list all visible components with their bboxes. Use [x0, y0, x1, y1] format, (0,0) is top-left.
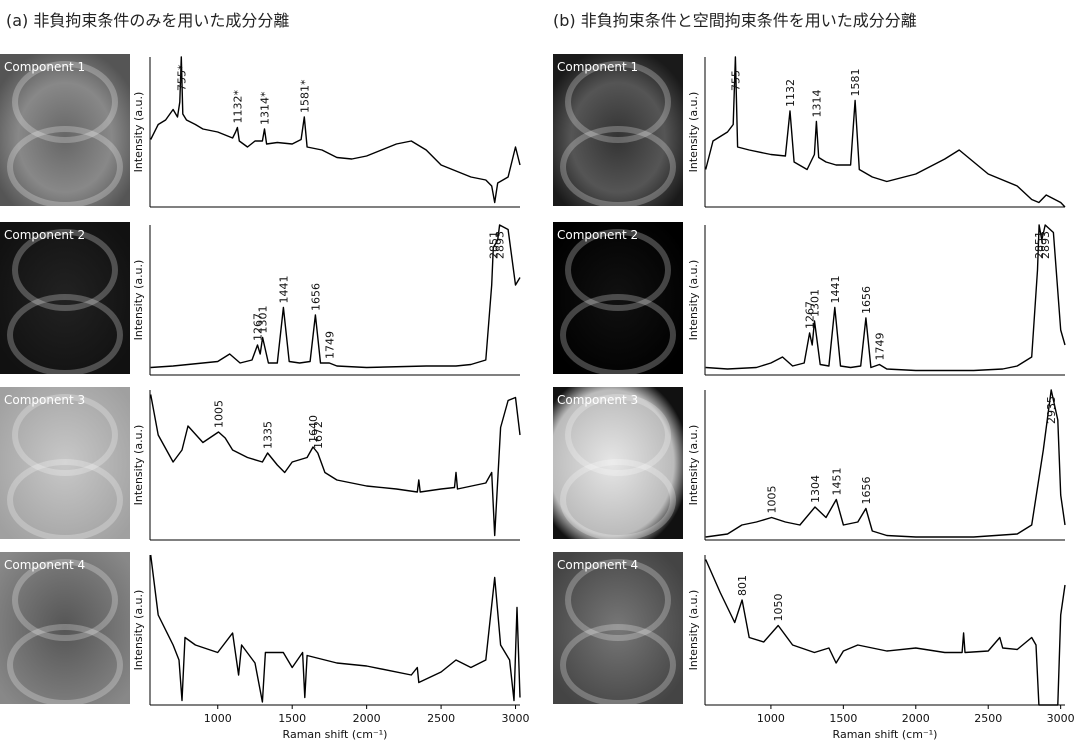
spectrum-line: [705, 56, 1066, 208]
cell-outline: [7, 624, 123, 706]
cell-outline: [7, 126, 123, 208]
spectrum-line: [150, 554, 521, 703]
cell-outline: [565, 394, 671, 476]
x-tick-label: 2500: [974, 712, 1002, 725]
panel-title: (a) 非負拘束条件のみを用いた成分分離: [6, 11, 289, 30]
component-image: [553, 54, 683, 206]
cell-outline: [565, 61, 671, 143]
y-axis-label: Intensity (a.u.): [132, 590, 145, 671]
peak-label: 1581*: [298, 79, 311, 113]
component-label: Component 1: [4, 60, 85, 74]
cell-outline: [12, 61, 118, 143]
peak-label: 1656: [860, 286, 873, 314]
peak-label: 1301: [257, 306, 270, 334]
spectrum-line: [705, 224, 1066, 372]
component-label: Component 3: [557, 393, 638, 407]
spectrum-line: [150, 394, 521, 537]
peak-label: 1314: [810, 90, 823, 118]
cell-outline: [12, 559, 118, 641]
spectrum-line: [150, 224, 521, 369]
component-image: [0, 222, 130, 374]
x-axis-label: Raman shift (cm⁻¹): [833, 728, 938, 741]
peak-label: 1005: [212, 400, 225, 428]
cell-outline: [560, 459, 676, 541]
y-axis-label: Intensity (a.u.): [132, 92, 145, 173]
cell-outline: [565, 559, 671, 641]
peak-label: 1656: [860, 477, 873, 505]
y-axis-label: Intensity (a.u.): [687, 590, 700, 671]
peak-label: 1451: [830, 468, 843, 496]
x-axis-label: Raman shift (cm⁻¹): [283, 728, 388, 741]
x-tick-label: 1000: [757, 712, 785, 725]
component-label: Component 4: [557, 558, 638, 572]
x-tick-label: 2000: [902, 712, 930, 725]
cell-outline: [7, 294, 123, 376]
component-image: [0, 552, 130, 704]
peak-label: 2851: [487, 231, 500, 259]
peak-label: 1132: [784, 79, 797, 107]
y-axis-label: Intensity (a.u.): [687, 425, 700, 506]
cell-outline: [565, 229, 671, 311]
y-axis-label: Intensity (a.u.): [687, 260, 700, 341]
spectrum-line: [150, 56, 521, 204]
peak-label: 1335: [262, 421, 275, 449]
x-tick-label: 3000: [1047, 712, 1075, 725]
peak-label: 1749: [873, 333, 886, 361]
peak-label: 1581: [849, 69, 862, 97]
peak-label: 1304: [809, 475, 822, 503]
component-image: [0, 387, 130, 539]
component-image: [0, 54, 130, 206]
y-axis-label: Intensity (a.u.): [132, 260, 145, 341]
spectrum-line: [705, 389, 1066, 538]
peak-label: 1132*: [231, 90, 244, 124]
peak-label: 1314*: [258, 91, 271, 125]
spectrum-line: [705, 559, 1066, 706]
x-tick-label: 2000: [353, 712, 381, 725]
x-tick-label: 3000: [502, 712, 530, 725]
x-tick-label: 1500: [829, 712, 857, 725]
cell-outline: [560, 294, 676, 376]
x-tick-label: 2500: [427, 712, 455, 725]
peak-label: 1005: [766, 486, 779, 514]
cell-outline: [560, 126, 676, 208]
component-image: [553, 222, 683, 374]
y-axis-label: Intensity (a.u.): [687, 92, 700, 173]
peak-label: 1441: [277, 276, 290, 304]
peak-label: 1656: [309, 283, 322, 311]
component-label: Component 4: [4, 558, 85, 572]
peak-label: 1749: [323, 331, 336, 359]
component-label: Component 3: [4, 393, 85, 407]
cell-outline: [12, 394, 118, 476]
cell-outline: [7, 459, 123, 541]
peak-label: 755: [729, 70, 742, 91]
peak-label: 2893: [1039, 231, 1052, 259]
peak-label: 2935: [1045, 396, 1058, 424]
peak-label: 1301: [809, 289, 822, 317]
peak-label: 2893: [494, 231, 507, 259]
peak-label: 1267: [252, 313, 265, 341]
component-image: [553, 552, 683, 704]
component-label: Component 2: [557, 228, 638, 242]
cell-outline: [12, 229, 118, 311]
peak-label: 1050: [772, 594, 785, 622]
component-image: [553, 387, 683, 539]
peak-label: 2851: [1033, 231, 1046, 259]
x-tick-label: 1000: [204, 712, 232, 725]
y-axis-label: Intensity (a.u.): [132, 425, 145, 506]
component-label: Component 1: [557, 60, 638, 74]
panel-title: (b) 非負拘束条件と空間拘束条件を用いた成分分離: [553, 11, 917, 30]
peak-label: 1267: [804, 301, 817, 329]
peak-label: 755*: [175, 64, 188, 91]
peak-label: 801: [736, 575, 749, 596]
peak-label: 1441: [829, 276, 842, 304]
component-label: Component 2: [4, 228, 85, 242]
x-tick-label: 1500: [278, 712, 306, 725]
cell-outline: [560, 624, 676, 706]
peak-label: 1640: [307, 415, 320, 443]
peak-label: 1672: [312, 421, 325, 449]
